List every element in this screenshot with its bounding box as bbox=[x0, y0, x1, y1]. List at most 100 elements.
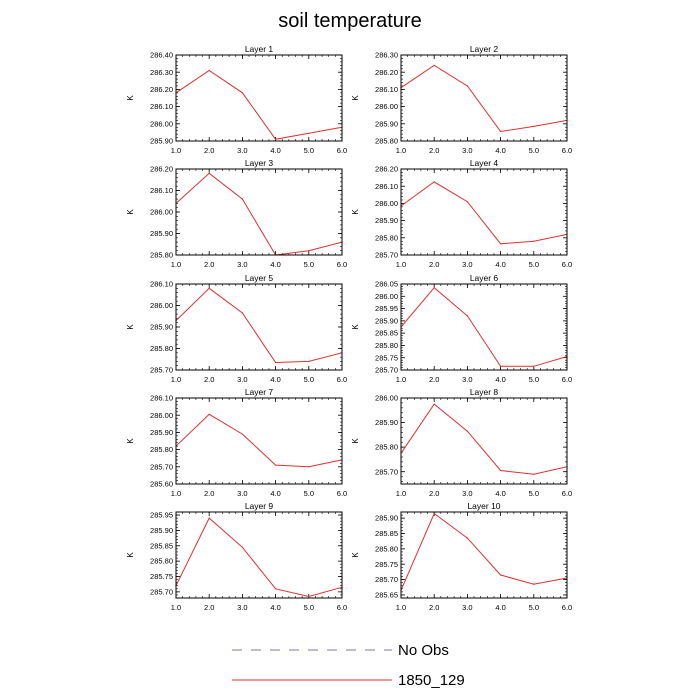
x-tick-label: 6.0 bbox=[562, 375, 572, 384]
x-tick-label: 5.0 bbox=[529, 489, 539, 498]
data-point bbox=[433, 403, 435, 405]
x-tick-label: 6.0 bbox=[337, 375, 347, 384]
y-axis-label: K bbox=[351, 438, 360, 444]
x-tick-label: 6.0 bbox=[337, 603, 347, 612]
y-tick-label: 285.70 bbox=[150, 587, 173, 596]
legend-label-1850-129: 1850_129 bbox=[398, 672, 465, 689]
y-tick-label: 286.00 bbox=[150, 411, 173, 420]
x-tick-label: 5.0 bbox=[529, 260, 539, 269]
x-tick-label: 2.0 bbox=[204, 375, 214, 384]
minor-ticks bbox=[400, 168, 568, 256]
y-tick-label: 286.30 bbox=[375, 51, 398, 60]
x-tick-label: 1.0 bbox=[396, 489, 406, 498]
data-point bbox=[241, 198, 243, 200]
x-tick-label: 4.0 bbox=[270, 146, 280, 155]
y-tick-label: 286.30 bbox=[150, 68, 173, 77]
panel-title: Layer 9 bbox=[245, 501, 274, 511]
y-tick-label: 286.00 bbox=[150, 119, 173, 128]
data-point bbox=[208, 287, 210, 289]
y-tick-label: 285.80 bbox=[150, 557, 173, 566]
panel-layer-1: Layer 1 285.90 286.00 286.10 286.20 286.30 286… bbox=[126, 44, 347, 155]
data-point bbox=[275, 464, 277, 466]
data-point bbox=[533, 240, 535, 242]
y-tick-label: 286.10 bbox=[150, 102, 173, 111]
data-point bbox=[533, 583, 535, 585]
data-point bbox=[241, 433, 243, 435]
data-point bbox=[533, 365, 535, 367]
x-tick-label: 4.0 bbox=[495, 603, 505, 612]
data-point bbox=[466, 537, 468, 539]
y-tick-label: 286.05 bbox=[375, 280, 398, 289]
data-point bbox=[208, 172, 210, 174]
y-tick-label: 285.80 bbox=[375, 233, 398, 242]
panel-layer-5: Layer 5 285.70 285.80 285.90 286.00 286.10 1.0… bbox=[126, 273, 347, 384]
y-tick-label: 285.65 bbox=[375, 591, 398, 600]
x-tick-label: 2.0 bbox=[204, 260, 214, 269]
plot-frame bbox=[400, 168, 568, 256]
data-point bbox=[433, 64, 435, 66]
plot-frame bbox=[400, 283, 568, 371]
panel-title: Layer 1 bbox=[245, 44, 274, 54]
data-point bbox=[500, 243, 502, 245]
panel-title: Layer 5 bbox=[245, 273, 274, 283]
y-tick-label: 285.80 bbox=[375, 544, 398, 553]
legend: No Obs 1850_129 bbox=[232, 642, 465, 689]
data-point bbox=[433, 287, 435, 289]
y-tick-label: 285.75 bbox=[375, 353, 398, 362]
x-tick-label: 3.0 bbox=[462, 375, 472, 384]
panel-title: Layer 10 bbox=[467, 501, 500, 511]
data-point bbox=[308, 250, 310, 252]
x-tick-label: 4.0 bbox=[495, 146, 505, 155]
y-axis-label: K bbox=[126, 438, 135, 444]
x-tick-label: 5.0 bbox=[529, 603, 539, 612]
x-tick-label: 3.0 bbox=[462, 260, 472, 269]
x-tick-label: 3.0 bbox=[237, 146, 247, 155]
y-tick-label: 285.85 bbox=[375, 529, 398, 538]
y-tick-label: 286.20 bbox=[150, 165, 173, 174]
y-tick-label: 285.85 bbox=[150, 541, 173, 550]
minor-ticks bbox=[400, 511, 568, 599]
y-axis-label: K bbox=[351, 324, 360, 330]
x-tick-label: 1.0 bbox=[396, 603, 406, 612]
panel-title: Layer 8 bbox=[470, 387, 499, 397]
x-tick-label: 3.0 bbox=[462, 489, 472, 498]
minor-ticks bbox=[175, 54, 343, 142]
x-tick-label: 5.0 bbox=[304, 375, 314, 384]
x-tick-label: 1.0 bbox=[396, 146, 406, 155]
x-tick-label: 5.0 bbox=[304, 260, 314, 269]
data-point bbox=[308, 595, 310, 598]
minor-ticks bbox=[175, 397, 343, 485]
minor-ticks bbox=[175, 168, 343, 256]
y-tick-label: 286.10 bbox=[150, 394, 173, 403]
x-tick-label: 1.0 bbox=[396, 260, 406, 269]
x-tick-label: 3.0 bbox=[237, 260, 247, 269]
data-point bbox=[308, 132, 310, 134]
x-tick-label: 2.0 bbox=[429, 375, 439, 384]
x-tick-label: 4.0 bbox=[495, 489, 505, 498]
data-point bbox=[275, 588, 277, 590]
minor-ticks bbox=[175, 511, 343, 599]
x-tick-label: 5.0 bbox=[304, 146, 314, 155]
x-tick-label: 4.0 bbox=[270, 375, 280, 384]
data-point bbox=[241, 92, 243, 94]
y-tick-label: 286.10 bbox=[375, 85, 398, 94]
y-tick-label: 285.60 bbox=[150, 480, 173, 489]
series-line-1850-129 bbox=[400, 512, 568, 591]
legend-label-no-obs: No Obs bbox=[398, 642, 449, 659]
x-tick-label: 5.0 bbox=[304, 603, 314, 612]
data-point bbox=[433, 181, 435, 183]
y-tick-label: 285.95 bbox=[150, 511, 173, 520]
plot-frame bbox=[400, 397, 568, 485]
x-tick-label: 2.0 bbox=[204, 146, 214, 155]
x-tick-label: 3.0 bbox=[237, 489, 247, 498]
series-line-1850-129 bbox=[175, 69, 343, 140]
y-tick-label: 285.80 bbox=[375, 341, 398, 350]
data-point bbox=[308, 360, 310, 362]
minor-ticks bbox=[400, 54, 568, 142]
x-tick-label: 1.0 bbox=[171, 260, 181, 269]
data-point bbox=[500, 130, 502, 133]
x-tick-label: 5.0 bbox=[529, 375, 539, 384]
x-tick-label: 6.0 bbox=[337, 260, 347, 269]
y-tick-label: 285.70 bbox=[375, 575, 398, 584]
